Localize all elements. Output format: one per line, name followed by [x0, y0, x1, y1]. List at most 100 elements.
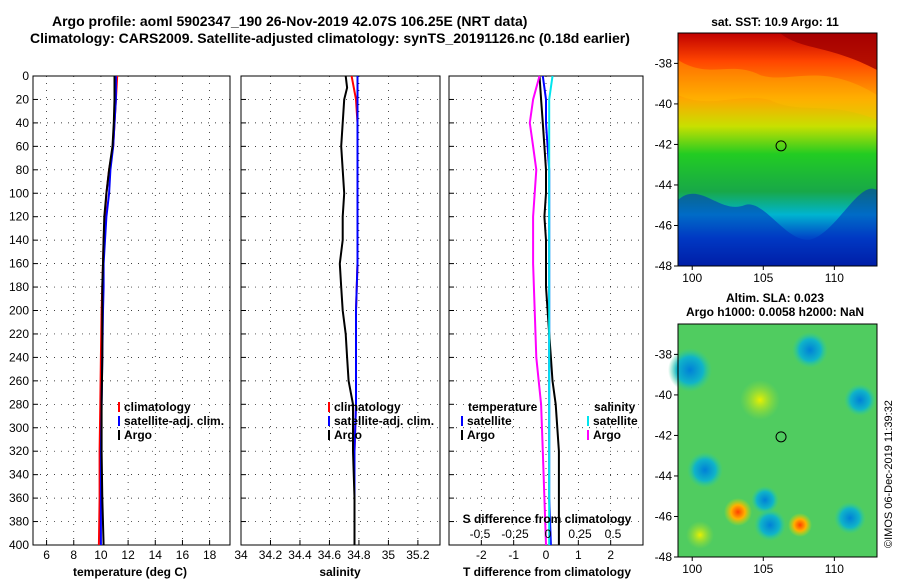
map-y-tick-label: -42 — [655, 137, 673, 151]
x-tick-label: 35 — [382, 548, 396, 562]
sla-low-eddy — [834, 502, 866, 534]
x-tick-label: 10 — [94, 548, 108, 562]
sla-high-eddy — [686, 521, 714, 549]
legend-argo: Argo — [124, 428, 152, 442]
x-tick-label: 34.4 — [288, 548, 312, 562]
sla-low-eddy — [844, 384, 876, 416]
y-tick-label: 240 — [9, 350, 29, 364]
sla-map-title: Altim. SLA: 0.023 — [726, 291, 824, 305]
sla-low-eddy — [687, 452, 723, 488]
map-y-tick-label: -46 — [655, 509, 673, 523]
map-x-tick-label: 105 — [753, 562, 773, 576]
map-y-tick-label: -44 — [655, 178, 673, 192]
x-tick-label: 34.8 — [347, 548, 371, 562]
y-tick-label: 400 — [9, 538, 29, 552]
sla-high-eddy — [788, 513, 812, 537]
x-tick-label: 0 — [543, 548, 550, 562]
sla-map — [668, 324, 877, 557]
map-y-tick-label: -40 — [655, 388, 673, 402]
difference-profile-panel: -2 -1 0 1 2 — [448, 75, 644, 562]
map-x-tick-label: 110 — [825, 271, 844, 285]
s-tick-label: 0 — [545, 527, 552, 541]
sst-warm-core — [780, 33, 877, 70]
sst-map-title: sat. SST: 10.9 Argo: 11 — [711, 15, 839, 29]
sla-low-eddy — [792, 332, 828, 368]
map-x-tick-label: 110 — [825, 562, 844, 576]
s-tick-label: -0.25 — [501, 527, 529, 541]
x-tick-label: 34.2 — [259, 548, 283, 562]
y-tick-label: 80 — [16, 163, 30, 177]
sla-low-eddy — [754, 509, 786, 541]
t-difference-xlabel: T difference from climatology — [463, 565, 631, 579]
y-tick-label: 100 — [9, 186, 29, 200]
x-tick-label: 14 — [149, 548, 163, 562]
legend-s-argo: Argo — [593, 428, 621, 442]
y-tick-label: 280 — [9, 397, 29, 411]
legend-climatology: climatology — [334, 400, 401, 414]
y-tick-label: 200 — [9, 304, 29, 318]
y-tick-label: 160 — [9, 257, 29, 271]
y-tick-label: 220 — [9, 327, 29, 341]
map-frame — [677, 323, 878, 558]
y-tick-label: 320 — [9, 444, 29, 458]
argo-position-marker — [775, 431, 787, 443]
map-y-tick-label: -48 — [655, 550, 673, 564]
legend-temperature-header: temperature — [468, 400, 538, 414]
figure-title-line1: Argo profile: aoml 5902347_190 26-Nov-20… — [52, 13, 527, 29]
y-tick-label: 340 — [9, 468, 29, 482]
sla-map-subtitle: Argo h1000: 0.0058 h2000: NaN — [686, 305, 864, 319]
temperature-legend: climatology satellite-adj. clim. Argo — [118, 400, 224, 442]
s-difference-xlabel: S difference from climatology — [463, 512, 632, 526]
s-tick-label: -0.5 — [470, 527, 491, 541]
x-tick-label: 16 — [176, 548, 190, 562]
sla-low-eddy — [751, 486, 779, 514]
map-y-tick-label: -44 — [655, 469, 673, 483]
legend-satellite-adj: satellite-adj. clim. — [124, 414, 224, 428]
salinity-profile-panel: 34 34.2 34.4 34.6 34.8 35 35.2 — [234, 75, 441, 562]
difference-legend: temperature satellite Argo salinity sate… — [461, 400, 638, 442]
series-line-s-satellite — [548, 75, 554, 545]
x-tick-label: 12 — [121, 548, 135, 562]
argo-position-marker — [775, 140, 787, 152]
s-difference-ticks: -0.5 -0.25 0 0.25 0.5 — [470, 527, 622, 541]
y-tick-label: 300 — [9, 421, 29, 435]
series-line-s-argo — [528, 75, 547, 546]
s-tick-label: 0.5 — [605, 527, 622, 541]
map-y-tick-label: -46 — [655, 218, 673, 232]
sst-map-axes: 100 105 110 -38 -40 -42 -44 -46 -48 — [655, 32, 878, 285]
y-tick-label: 260 — [9, 374, 29, 388]
x-tick-label: 34.6 — [318, 548, 342, 562]
y-tick-label: 360 — [9, 491, 29, 505]
x-tick-label: 2 — [607, 548, 614, 562]
sst-frontal-band — [678, 60, 877, 120]
x-tick-label: 6 — [43, 548, 50, 562]
x-tick-label: 8 — [70, 548, 77, 562]
salinity-xlabel: salinity — [319, 565, 361, 579]
map-x-tick-label: 100 — [682, 271, 702, 285]
series-line-argo — [338, 75, 356, 545]
y-tick-label: 60 — [16, 139, 30, 153]
x-tick-label: 34 — [234, 548, 248, 562]
s-tick-label: 0.25 — [568, 527, 592, 541]
salinity-legend: climatology satellite-adj. clim. Argo — [328, 400, 434, 442]
series-line-t-argo — [538, 75, 560, 545]
map-y-tick-label: -42 — [655, 428, 673, 442]
map-x-tick-label: 105 — [753, 271, 773, 285]
legend-argo: Argo — [334, 428, 362, 442]
y-tick-label: 180 — [9, 280, 29, 294]
y-tick-label: 120 — [9, 210, 29, 224]
sla-low-eddy — [668, 348, 712, 392]
sst-map — [678, 33, 877, 266]
legend-satellite-adj: satellite-adj. clim. — [334, 414, 434, 428]
series-line-argo — [100, 76, 116, 546]
y-tick-label: 0 — [22, 69, 29, 83]
map-y-tick-label: -40 — [655, 97, 673, 111]
x-tick-label: 1 — [575, 548, 582, 562]
temperature-profile-panel: 6 8 10 12 14 16 180204060801001201401601802002… — [9, 69, 231, 562]
y-tick-label: 380 — [9, 515, 29, 529]
sla-high-eddy — [740, 380, 780, 420]
sla-high-eddy — [724, 498, 752, 526]
temperature-xlabel: temperature (deg C) — [73, 565, 187, 579]
y-tick-label: 40 — [16, 116, 30, 130]
